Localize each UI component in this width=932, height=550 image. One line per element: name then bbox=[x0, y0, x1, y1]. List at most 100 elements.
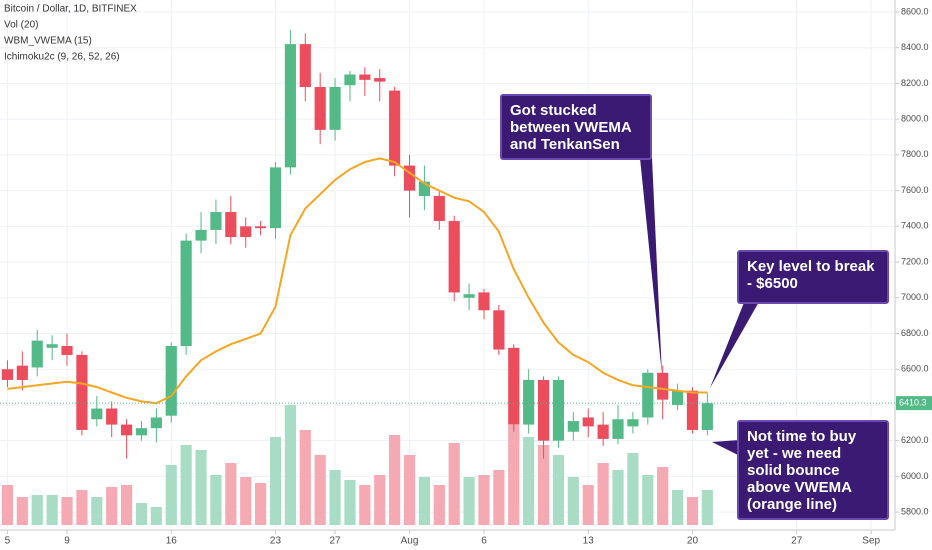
volume-bar bbox=[359, 485, 371, 525]
volume-bar bbox=[16, 497, 28, 525]
volume-bar bbox=[374, 475, 386, 525]
volume-bar bbox=[389, 435, 401, 525]
volume-bar bbox=[686, 497, 699, 525]
candle-body bbox=[403, 165, 416, 191]
volume-bar bbox=[448, 443, 460, 525]
candle-body bbox=[165, 346, 177, 416]
volume-bar bbox=[240, 477, 252, 525]
annotation-pointer bbox=[712, 440, 740, 456]
x-tick-label: 27 bbox=[791, 536, 803, 547]
y-tick-label: 6200.0 bbox=[901, 435, 929, 445]
volume-bar bbox=[433, 485, 445, 525]
indicator-label: WBM_VWEMA (15) bbox=[4, 36, 92, 47]
x-tick-label: 6 bbox=[481, 536, 487, 547]
x-tick-label: Aug bbox=[401, 536, 419, 547]
y-tick-label: 7600.0 bbox=[901, 185, 929, 195]
volume-bar bbox=[552, 455, 565, 525]
candle-body bbox=[612, 419, 624, 439]
volume-bar bbox=[597, 463, 609, 525]
volume-bar bbox=[642, 475, 654, 525]
chart-title: Bitcoin / Dollar, 1D, BITFINEX bbox=[4, 4, 137, 15]
price-axis bbox=[895, 0, 932, 550]
annotation: Not time to buy yet - we need solid boun… bbox=[737, 420, 889, 520]
x-tick-label: 27 bbox=[330, 536, 342, 547]
indicator-label: Vol (20) bbox=[4, 20, 38, 31]
volume-bar bbox=[612, 470, 624, 525]
volume-bar bbox=[314, 455, 326, 525]
annotation: Key level to break - $6500 bbox=[737, 250, 889, 304]
volume-bar bbox=[627, 453, 639, 525]
y-tick-label: 6800.0 bbox=[901, 328, 929, 338]
candle-body bbox=[91, 408, 103, 420]
y-tick-label: 8400.0 bbox=[901, 42, 929, 52]
x-tick-label: 9 bbox=[64, 536, 70, 547]
candle-body bbox=[478, 292, 490, 311]
x-tick-label: 5 bbox=[5, 536, 11, 547]
candle-body bbox=[61, 346, 73, 355]
last-price-label: 6410.3 bbox=[899, 397, 927, 407]
candle-body bbox=[359, 74, 371, 80]
candle-body bbox=[374, 78, 386, 82]
y-tick-label: 7800.0 bbox=[901, 149, 929, 159]
candle-body bbox=[567, 421, 579, 432]
volume-bar bbox=[567, 477, 579, 525]
candle-body bbox=[523, 379, 535, 425]
annotation: Got stucked between VWEMA and TenkanSen bbox=[500, 94, 652, 160]
candle-body bbox=[671, 390, 684, 405]
volume-bar bbox=[418, 477, 431, 525]
volume-bar bbox=[225, 463, 237, 525]
volume-bar bbox=[344, 480, 356, 525]
volume-bar bbox=[150, 507, 162, 525]
volume-bar bbox=[76, 490, 88, 525]
candle-body bbox=[76, 354, 88, 430]
volume-bar bbox=[269, 437, 282, 525]
last-price-box bbox=[896, 396, 932, 411]
candle-body bbox=[508, 347, 520, 425]
candle-body bbox=[31, 340, 43, 368]
volume-bar bbox=[135, 503, 148, 525]
volume-bar bbox=[195, 450, 207, 525]
candle-body bbox=[46, 344, 58, 348]
volume-bar bbox=[701, 490, 713, 525]
y-tick-label: 7400.0 bbox=[901, 221, 929, 231]
annotation-pointer bbox=[710, 300, 760, 388]
annotation-pointer bbox=[640, 158, 662, 375]
x-tick-label: 20 bbox=[687, 536, 699, 547]
candle-body bbox=[106, 408, 118, 425]
candle-body bbox=[240, 226, 252, 238]
volume-bar bbox=[46, 495, 58, 525]
candle-body bbox=[642, 372, 654, 418]
candle-body bbox=[686, 390, 699, 430]
volume-bar bbox=[523, 437, 535, 525]
candle-body bbox=[597, 424, 609, 439]
candle-body bbox=[701, 403, 713, 430]
candle-body bbox=[1, 369, 14, 380]
volume-bar bbox=[493, 470, 505, 525]
x-tick-label: 23 bbox=[270, 536, 282, 547]
volume-bar bbox=[91, 497, 103, 525]
volume-bar bbox=[478, 475, 490, 525]
volume-bar bbox=[120, 485, 133, 525]
y-tick-label: 6600.0 bbox=[901, 364, 929, 374]
candle-body bbox=[120, 424, 133, 436]
candle-body bbox=[150, 417, 162, 429]
volume-bar bbox=[299, 430, 311, 525]
volume-bar bbox=[210, 475, 222, 525]
candle-body bbox=[657, 372, 669, 400]
candle-body bbox=[255, 226, 267, 229]
candle-body bbox=[418, 181, 431, 196]
volume-bar bbox=[657, 467, 669, 525]
candle-body bbox=[269, 167, 282, 229]
candle-body bbox=[210, 212, 222, 230]
indicator-label: Ichimoku2c (9, 26, 52, 26) bbox=[4, 52, 120, 63]
candle-body bbox=[433, 195, 445, 221]
volume-bar bbox=[508, 425, 520, 525]
volume-bar bbox=[403, 455, 416, 525]
plot bbox=[0, 0, 895, 530]
candle-body bbox=[314, 86, 326, 130]
volume-bar bbox=[255, 483, 267, 525]
candle-body bbox=[493, 310, 505, 350]
candle-body bbox=[552, 379, 565, 441]
